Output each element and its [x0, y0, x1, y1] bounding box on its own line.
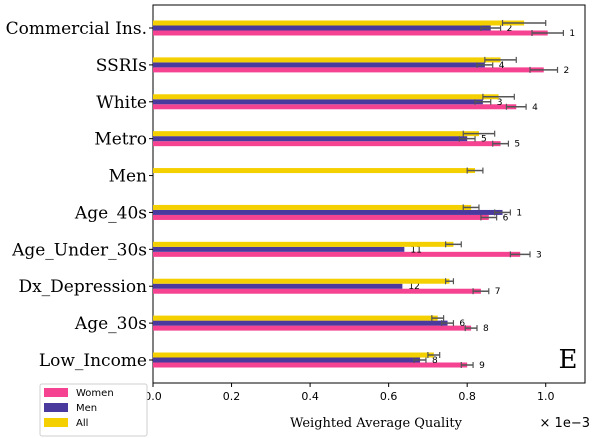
bar-women-commercial-ins: [153, 30, 548, 36]
x-tick-label: 0.6: [380, 390, 398, 403]
bar-all-metro: [153, 131, 479, 137]
bar-women-white: [153, 104, 517, 110]
legend-swatch-women: [44, 388, 68, 397]
rank-label-men-age-under-30s: 11: [410, 245, 421, 255]
y-tick-label-metro: Metro: [94, 130, 147, 150]
rank-label-women-ssris: 2: [564, 66, 570, 76]
bar-women-age-30s: [153, 325, 472, 331]
bar-men-ssris: [153, 62, 485, 68]
x-axis-title: Weighted Average Quality: [290, 416, 463, 431]
y-tick-label-dx-depression: Dx_Depression: [18, 277, 147, 297]
bar-all-ssris: [153, 57, 501, 63]
legend-swatch-men: [44, 403, 68, 412]
legend-label-all: All: [76, 418, 88, 429]
y-tick-label-white: White: [96, 93, 147, 113]
bar-women-dx-depression: [153, 288, 481, 294]
rank-label-women-white: 4: [532, 103, 538, 113]
bar-all-low-income: [153, 352, 434, 358]
bar-women-age-under-30s: [153, 251, 521, 257]
rank-label-men-commercial-ins: 2: [507, 24, 513, 34]
bar-men-commercial-ins: [153, 25, 491, 31]
bar-men-white: [153, 99, 483, 105]
y-tick-label-men: Men: [109, 167, 147, 187]
x-tick-label: 1.0: [537, 390, 555, 403]
bar-men-age-under-30s: [153, 246, 405, 252]
y-tick-label-ssris: SSRIs: [96, 56, 147, 76]
y-tick-label-age-under-30s: Age_Under_30s: [11, 240, 147, 260]
bar-all-commercial-ins: [153, 20, 525, 26]
rank-label-men-age-30s: 6: [459, 319, 465, 329]
bar-all-white: [153, 94, 499, 100]
bar-all-age-30s: [153, 315, 438, 321]
rank-label-men-metro: 5: [481, 135, 487, 145]
x-axis-multiplier: × 1e−3: [540, 416, 590, 431]
rank-label-women-age-40s: 6: [503, 213, 509, 223]
y-tick-label-age-30s: Age_30s: [74, 314, 147, 334]
bar-all-men: [153, 168, 476, 174]
bar-men-dx-depression: [153, 283, 403, 289]
y-tick-label-age-40s: Age_40s: [74, 203, 147, 223]
rank-label-women-low-income: 9: [479, 361, 485, 371]
bar-men-metro: [153, 136, 468, 142]
legend-label-men: Men: [76, 403, 97, 414]
y-tick-label-low-income: Low_Income: [39, 351, 147, 371]
bar-women-age-40s: [153, 214, 489, 220]
legend: Women Men All: [39, 383, 148, 437]
rank-label-men-low-income: 8: [432, 356, 438, 366]
rank-label-women-commercial-ins: 1: [569, 29, 575, 39]
x-tick-label: 0.2: [223, 390, 241, 403]
plot-area: [152, 4, 586, 384]
legend-swatch-all: [44, 418, 68, 427]
x-tick-label: 0.8: [458, 390, 476, 403]
rank-label-men-dx-depression: 12: [408, 282, 419, 292]
bar-women-metro: [153, 141, 501, 147]
legend-label-women: Women: [76, 388, 114, 399]
panel-label: E: [559, 345, 578, 375]
rank-label-women-age-under-30s: 3: [536, 250, 542, 260]
x-tick-labels: 0.0 0.2 0.4 0.6 0.8 1.0: [144, 383, 554, 403]
x-tick-label: 0.0: [144, 390, 162, 403]
rank-label-men-age-40s: 1: [516, 208, 522, 218]
bar-men-low-income: [153, 357, 421, 363]
bar-women-low-income: [153, 362, 468, 368]
plot-frame: [152, 4, 586, 384]
x-tick-label: 0.4: [301, 390, 319, 403]
rank-label-women-metro: 5: [514, 140, 520, 150]
rank-label-women-dx-depression: 7: [495, 287, 501, 297]
bar-men-age-40s: [153, 209, 503, 215]
bar-all-age-under-30s: [153, 241, 454, 247]
bar-all-age-40s: [153, 204, 472, 210]
bar-men-age-30s: [153, 320, 448, 326]
rank-label-women-age-30s: 8: [483, 324, 489, 334]
y-tick-label-commercial-ins: Commercial Ins.: [6, 19, 147, 39]
bar-women-ssris: [153, 67, 544, 73]
rank-label-men-ssris: 4: [499, 61, 505, 71]
bar-all-dx-depression: [153, 278, 450, 284]
rank-label-men-white: 3: [497, 98, 503, 108]
y-tick-labels: Commercial Ins. SSRIs White Metro Men Age_40s…: [6, 19, 153, 371]
